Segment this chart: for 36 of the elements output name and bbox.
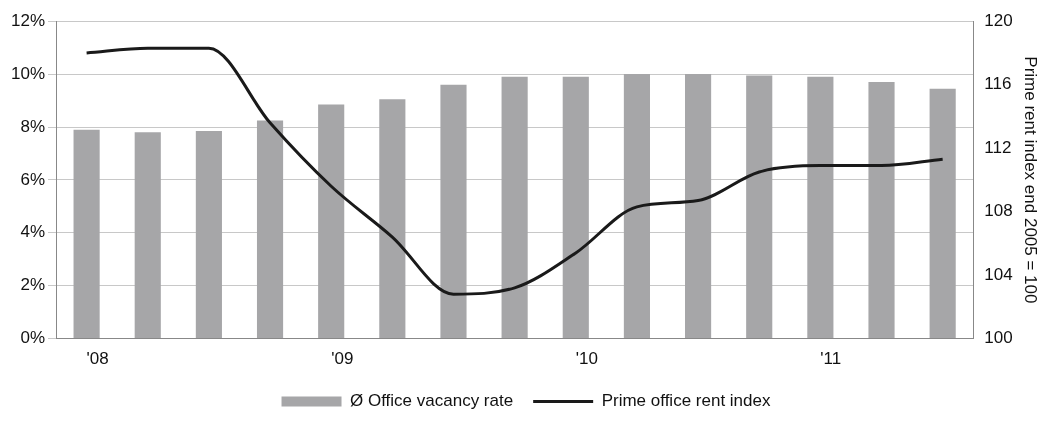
- y2-axis-title: Prime rent index end 2005 = 100: [1021, 56, 1041, 304]
- bar: [440, 84, 467, 339]
- line-series: [85, 46, 945, 296]
- x-tick-label: '11: [820, 349, 842, 369]
- y-tick-label: 10%: [10, 63, 46, 83]
- bar: [807, 76, 834, 339]
- y2-tick-label: 104: [984, 264, 1013, 284]
- y-tick-label: 12%: [10, 10, 46, 30]
- bar: [929, 88, 956, 339]
- y2-tick-label: 108: [984, 201, 1013, 221]
- y-tick-label: 8%: [20, 116, 46, 136]
- bar: [256, 120, 284, 339]
- y2-tick-label: 116: [984, 74, 1012, 94]
- bar: [623, 74, 650, 339]
- x-tick-label: '09: [331, 349, 354, 369]
- y-tick-label: 6%: [20, 169, 46, 189]
- legend-label: Ø Office vacancy rate: [350, 391, 514, 411]
- y2-tick-label: 120: [984, 10, 1013, 30]
- y2-tick-label: 112: [984, 137, 1012, 157]
- bar: [195, 130, 222, 339]
- y-tick-label: 0%: [20, 328, 46, 348]
- bar: [73, 129, 100, 339]
- bar: [746, 75, 773, 339]
- x-tick-label: '10: [575, 349, 598, 369]
- y2-tick-label: 100: [984, 328, 1013, 348]
- legend-label: Prime office rent index: [601, 391, 771, 411]
- bar: [318, 104, 345, 339]
- bar: [134, 132, 161, 339]
- y-tick-label: 2%: [20, 275, 46, 295]
- bar: [868, 82, 895, 339]
- bar: [685, 74, 712, 339]
- bar: [379, 99, 406, 339]
- bar: [501, 76, 528, 339]
- y-tick-label: 4%: [20, 222, 46, 242]
- bar: [562, 76, 589, 339]
- x-tick-label: '08: [86, 349, 109, 369]
